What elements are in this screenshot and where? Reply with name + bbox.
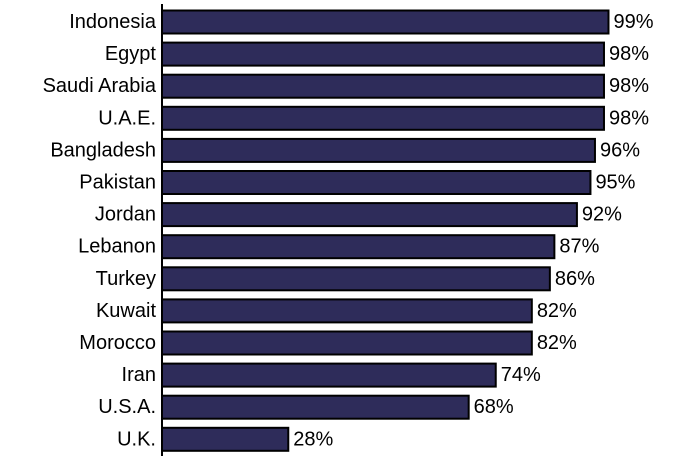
bar-turkey (161, 266, 551, 292)
bar-morocco (161, 330, 533, 356)
value-label-u-s-a: 68% (474, 396, 514, 418)
value-label-bangladesh: 96% (600, 139, 640, 161)
category-label-indonesia: Indonesia (69, 11, 157, 33)
value-label-iran: 74% (501, 364, 541, 386)
bar-iran (161, 362, 497, 388)
value-label-morocco: 82% (537, 332, 577, 354)
category-label-iran: Iran (122, 364, 156, 386)
bar-bangladesh (161, 137, 596, 163)
bar-lebanon (161, 234, 556, 260)
bar-saudi-arabia (161, 73, 605, 99)
bar-u-a-e (161, 105, 605, 131)
bar-u-s-a (161, 394, 470, 420)
category-label-u-k: U.K. (117, 428, 156, 450)
value-label-saudi-arabia: 98% (609, 75, 649, 97)
category-label-saudi-arabia: Saudi Arabia (43, 75, 157, 97)
value-label-u-a-e: 98% (609, 107, 649, 129)
bar-jordan (161, 202, 578, 228)
bar-u-k (161, 426, 290, 452)
value-label-pakistan: 95% (595, 172, 635, 194)
category-label-morocco: Morocco (79, 332, 156, 354)
bar-egypt (161, 41, 605, 67)
category-label-lebanon: Lebanon (78, 236, 156, 258)
category-label-turkey: Turkey (96, 268, 156, 290)
value-label-jordan: 92% (582, 204, 622, 226)
category-label-u-a-e: U.A.E. (98, 107, 156, 129)
bar-pakistan (161, 170, 592, 195)
category-label-u-s-a: U.S.A. (98, 396, 156, 418)
labels-layer: Indonesia 99% Egypt 98% Saudi Arabia 98% U.A.E… (43, 11, 654, 450)
bar-kuwait (161, 298, 533, 324)
value-label-turkey: 86% (555, 268, 595, 290)
value-label-u-k: 28% (293, 428, 333, 450)
value-label-indonesia: 99% (613, 11, 653, 33)
category-label-pakistan: Pakistan (79, 172, 156, 194)
category-label-kuwait: Kuwait (96, 300, 156, 322)
bars-layer (161, 9, 610, 452)
category-label-jordan: Jordan (95, 204, 156, 226)
category-label-bangladesh: Bangladesh (50, 139, 156, 161)
bar-indonesia (161, 9, 610, 35)
category-label-egypt: Egypt (105, 43, 157, 65)
value-label-kuwait: 82% (537, 300, 577, 322)
value-label-lebanon: 87% (559, 236, 599, 258)
value-label-egypt: 98% (609, 43, 649, 65)
